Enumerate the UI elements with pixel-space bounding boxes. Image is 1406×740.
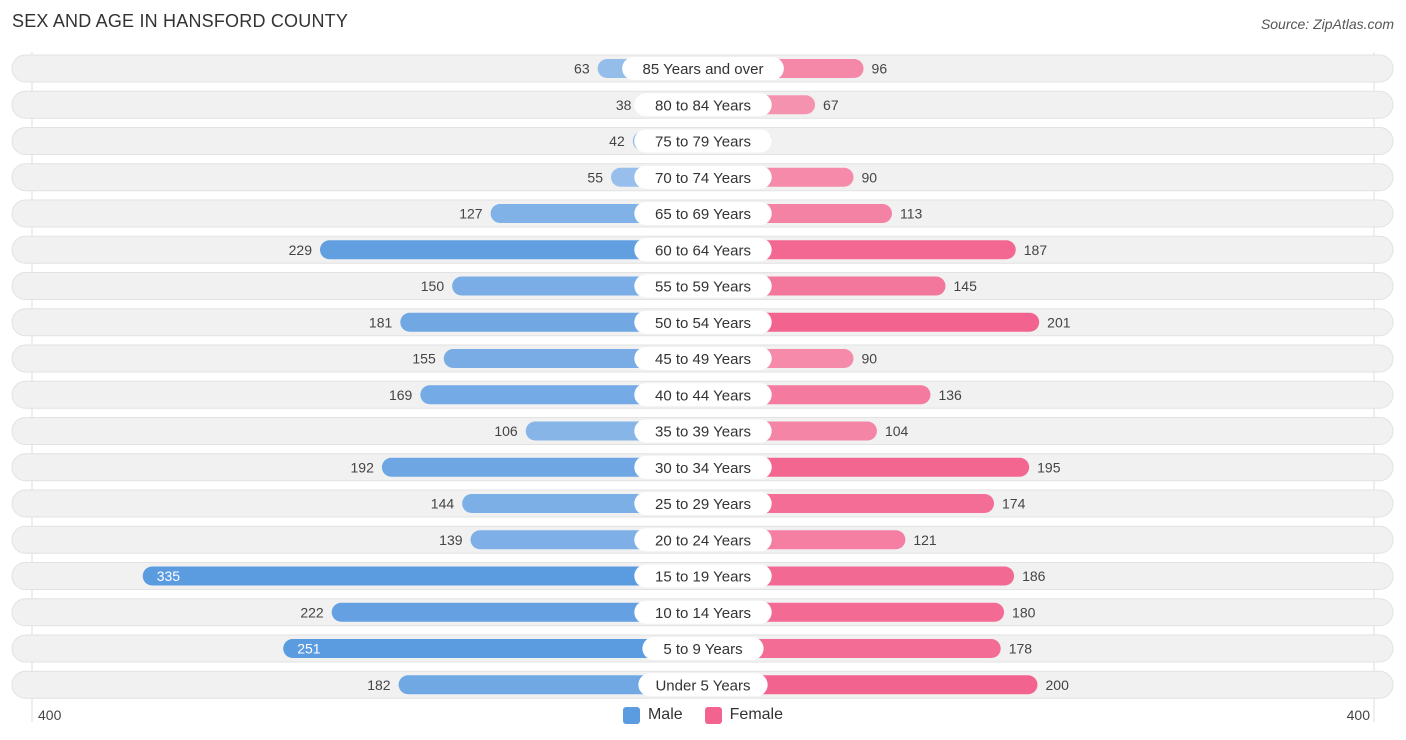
value-label-female: 174	[1002, 496, 1026, 512]
bar-female	[703, 457, 1030, 477]
category-pill	[634, 528, 772, 552]
category-label: 25 to 29 Years	[655, 496, 751, 513]
bar-female	[703, 639, 1001, 658]
category-pill	[622, 57, 784, 80]
value-label-male: 169	[389, 387, 413, 403]
category-label: 65 to 69 Years	[655, 206, 751, 223]
value-label-male: 42	[609, 133, 625, 149]
category-pill	[634, 238, 772, 262]
category-label: 85 Years and over	[643, 61, 764, 78]
value-label-male: 139	[439, 532, 463, 548]
bar-male	[283, 639, 703, 658]
category-label: Under 5 Years	[655, 677, 750, 694]
value-label-male: 222	[300, 604, 324, 620]
category-pill	[634, 347, 772, 370]
source-credit: Source: ZipAtlas.com	[1260, 16, 1394, 32]
value-label-female: 67	[823, 97, 839, 113]
bar-male	[398, 675, 703, 695]
bar-male	[400, 312, 703, 332]
value-label-female: 200	[1046, 677, 1070, 693]
value-label-female: 180	[1012, 604, 1036, 620]
value-label-male: 127	[459, 206, 483, 222]
category-label: 15 to 19 Years	[655, 569, 751, 586]
value-label-female: 96	[872, 61, 888, 77]
bar-male	[420, 385, 703, 405]
value-label-female: 178	[1009, 641, 1033, 657]
value-label-male: 181	[369, 314, 393, 330]
axis-right-label: 400	[1346, 707, 1370, 723]
category-pill	[634, 455, 772, 479]
legend: Male Female	[0, 706, 1406, 724]
legend-label-male: Male	[647, 706, 683, 723]
legend-item-female[interactable]: Female	[704, 706, 784, 724]
category-label: 10 to 14 Years	[655, 605, 751, 622]
category-label: 20 to 24 Years	[655, 532, 751, 549]
category-pill	[634, 564, 772, 588]
value-label-male: 63	[574, 61, 590, 77]
legend-swatch-female	[704, 706, 722, 724]
category-label: 35 to 39 Years	[655, 424, 751, 441]
value-label-female: 113	[900, 206, 923, 222]
value-label-male: 55	[587, 169, 603, 185]
legend-label-female: Female	[729, 706, 784, 723]
value-label-male: 192	[351, 459, 375, 475]
value-label-female: 90	[862, 169, 878, 185]
category-label: 55 to 59 Years	[655, 279, 751, 296]
category-label: 70 to 74 Years	[655, 170, 751, 187]
category-pill	[634, 600, 772, 624]
value-label-female: 104	[885, 423, 909, 439]
category-pill	[634, 383, 772, 407]
value-label-female: 201	[1047, 314, 1071, 330]
value-label-male: 144	[431, 496, 455, 512]
value-label-male: 155	[412, 351, 436, 367]
bar-female	[703, 312, 1040, 332]
category-label: 75 to 79 Years	[655, 134, 751, 151]
bar-male	[381, 457, 703, 477]
category-pill	[634, 492, 772, 515]
bar-female	[703, 494, 995, 513]
bar-female	[703, 675, 1038, 695]
category-label: 5 to 9 Years	[663, 641, 742, 658]
category-pill	[634, 419, 772, 443]
category-label: 45 to 49 Years	[655, 351, 751, 368]
category-label: 60 to 64 Years	[655, 242, 751, 259]
value-label-male: 229	[289, 242, 313, 258]
value-label-male: 150	[421, 278, 445, 294]
bar-female	[703, 566, 1015, 586]
bar-female	[703, 602, 1005, 622]
category-pill	[634, 310, 772, 334]
category-pill	[634, 93, 772, 117]
value-label-female: 195	[1037, 459, 1061, 475]
category-label: 80 to 84 Years	[655, 97, 751, 114]
category-pill	[634, 165, 772, 189]
category-pill	[634, 202, 772, 225]
category-pill	[642, 637, 764, 660]
value-label-female: 136	[938, 387, 962, 403]
value-label-female: 121	[913, 532, 937, 548]
legend-swatch-male	[622, 706, 640, 724]
chart-title: SEX AND AGE IN HANSFORD COUNTY	[12, 11, 349, 31]
category-label: 30 to 34 Years	[655, 460, 751, 477]
axis-left-label: 400	[38, 707, 62, 723]
category-label: 50 to 54 Years	[655, 315, 751, 332]
value-label-female: 186	[1022, 568, 1046, 584]
value-label-male: 38	[616, 97, 632, 113]
bar-male	[142, 566, 703, 586]
category-pill	[634, 129, 772, 153]
bar-male	[319, 240, 703, 260]
value-label-male: 335	[157, 568, 181, 584]
value-label-female: 90	[862, 351, 878, 367]
legend-item-male[interactable]: Male	[622, 706, 683, 724]
bar-male	[331, 602, 703, 622]
value-label-female: 187	[1024, 242, 1048, 258]
category-pill	[638, 673, 768, 697]
bar-female	[703, 240, 1016, 260]
value-label-male: 251	[297, 641, 321, 657]
value-label-female: 145	[954, 278, 978, 294]
category-label: 40 to 44 Years	[655, 387, 751, 404]
category-pill	[634, 274, 772, 298]
value-label-male: 106	[494, 423, 518, 439]
value-label-male: 182	[367, 677, 391, 693]
